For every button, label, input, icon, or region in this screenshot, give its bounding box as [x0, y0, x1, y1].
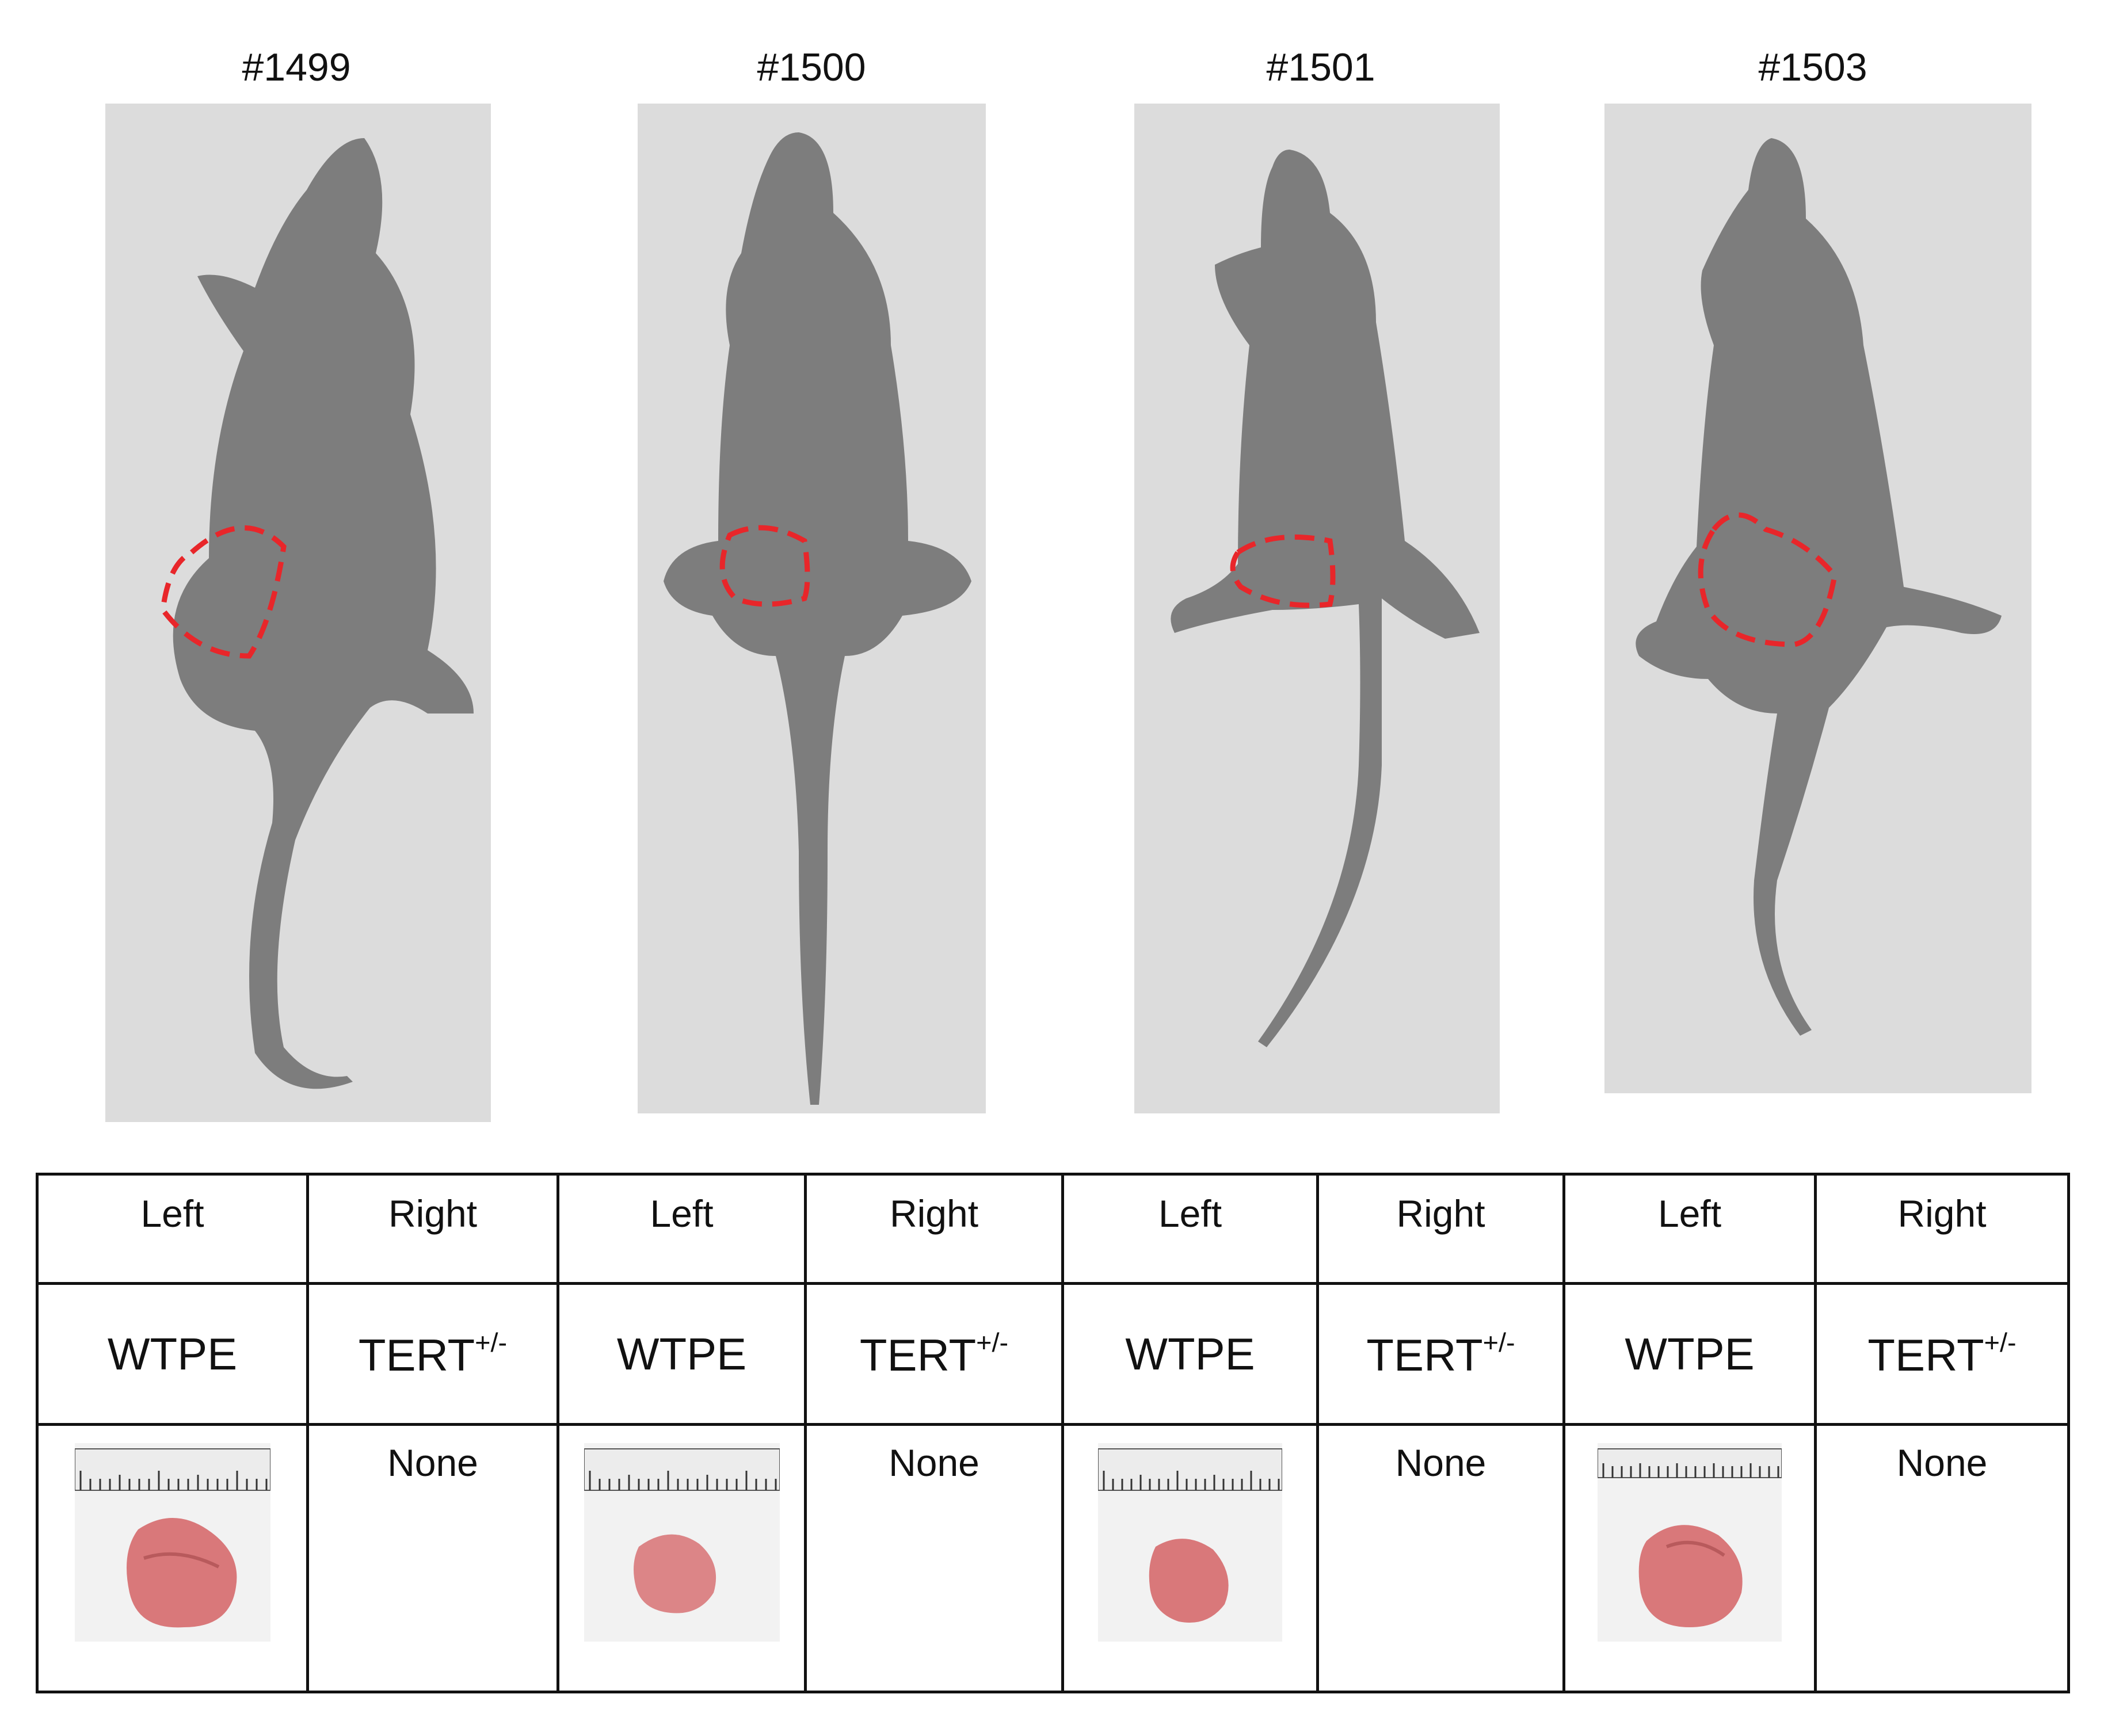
mouse-id-label: #1500: [757, 45, 866, 89]
mouse-photo-icon: [105, 104, 491, 1122]
tumor-right-result: None: [1316, 1423, 1565, 1693]
cell-type-row: WTPE TERT+/- WTPE TERT+/- WTPE TERT+/- W…: [36, 1282, 2070, 1426]
side-right-cell: Right: [1814, 1173, 2070, 1285]
side-left-cell: Left: [1562, 1173, 1817, 1285]
mouse-photo-1499: [105, 104, 491, 1122]
tumor-left-cell: [557, 1423, 807, 1693]
side-left-cell: Left: [36, 1173, 309, 1285]
mouse-id-label: #1503: [1758, 45, 1867, 89]
ruler-icon: [74, 1448, 270, 1491]
tumor-right-result: None: [804, 1423, 1064, 1693]
cell-type-right: TERT+/-: [1316, 1282, 1565, 1426]
genotype-superscript: +/-: [475, 1327, 508, 1357]
tumor-photo-1500: [584, 1443, 780, 1642]
mouse-photo-1500: [638, 104, 986, 1113]
cell-type-right-base: TERT: [859, 1329, 977, 1380]
cell-type-right: TERT+/-: [804, 1282, 1064, 1426]
cell-type-left: WTPE: [1562, 1282, 1817, 1426]
tumor-photo-1501: [1098, 1443, 1282, 1642]
tumor-left-cell: [36, 1423, 309, 1693]
cell-type-right-base: TERT: [1366, 1329, 1483, 1380]
tumor-photo-1503: [1598, 1443, 1782, 1642]
cell-type-right: TERT+/-: [1814, 1282, 2070, 1426]
genotype-superscript: +/-: [1482, 1327, 1515, 1357]
ruler-icon: [584, 1448, 780, 1491]
mouse-id-label: #1499: [242, 45, 351, 89]
ruler-icon: [1598, 1448, 1782, 1478]
genotype-superscript: +/-: [1984, 1327, 2017, 1357]
cell-type-left: WTPE: [36, 1282, 309, 1426]
cell-type-left: WTPE: [557, 1282, 807, 1426]
tumor-row: None None: [36, 1423, 2070, 1693]
side-right-cell: Right: [804, 1173, 1064, 1285]
mouse-photo-1503: [1604, 104, 2031, 1093]
mouse-photo-icon: [638, 104, 986, 1113]
cell-type-right-base: TERT: [1867, 1329, 1984, 1380]
side-left-cell: Left: [1061, 1173, 1319, 1285]
tumor-right-result: None: [306, 1423, 559, 1693]
mouse-photo-icon: [1604, 104, 2031, 1093]
side-right-cell: Right: [306, 1173, 559, 1285]
cell-type-right: TERT+/-: [306, 1282, 559, 1426]
tumor-right-result: None: [1814, 1423, 2070, 1693]
cell-type-left: WTPE: [1061, 1282, 1319, 1426]
ruler-icon: [1098, 1448, 1282, 1491]
side-left-cell: Left: [557, 1173, 807, 1285]
tumor-left-cell: [1562, 1423, 1817, 1693]
tumor-photo-1499: [74, 1443, 270, 1642]
mouse-id-label: #1501: [1266, 45, 1375, 89]
mouse-photo-icon: [1134, 104, 1500, 1113]
tumor-photo-icon: [584, 1443, 780, 1642]
mouse-photo-1501: [1134, 104, 1500, 1113]
side-right-cell: Right: [1316, 1173, 1565, 1285]
tumor-photo-icon: [1598, 1443, 1782, 1642]
results-table: Left Right Left Right Left Right Left Ri…: [36, 1173, 2070, 1693]
tumor-photo-icon: [74, 1443, 270, 1642]
tumor-photo-icon: [1098, 1443, 1282, 1642]
tumor-left-cell: [1061, 1423, 1319, 1693]
genotype-superscript: +/-: [976, 1327, 1009, 1357]
cell-type-right-base: TERT: [358, 1329, 475, 1380]
side-row: Left Right Left Right Left Right Left Ri…: [36, 1173, 2070, 1285]
